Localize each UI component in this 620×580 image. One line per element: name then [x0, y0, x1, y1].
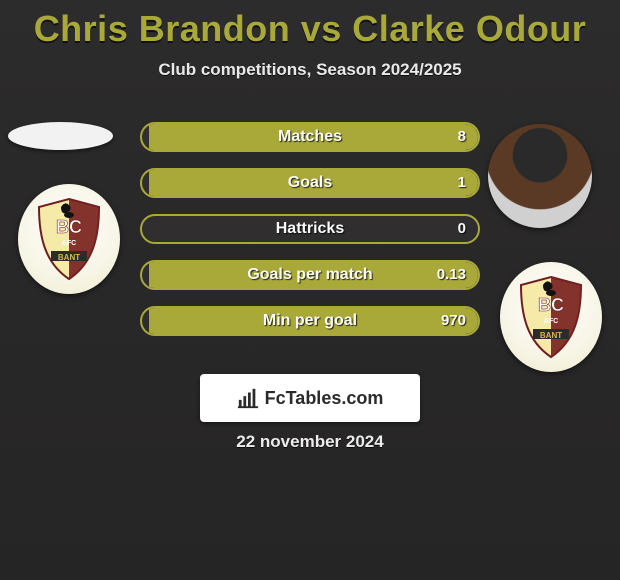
stat-value-right: 0.13	[437, 262, 466, 288]
player-right-avatar	[488, 124, 592, 228]
shield-icon: BANT BC AFC	[33, 197, 105, 281]
svg-text:BC: BC	[56, 217, 82, 237]
stat-label: Hattricks	[142, 216, 478, 242]
stat-label: Matches	[142, 124, 478, 150]
svg-text:BC: BC	[538, 295, 564, 315]
stat-label: Goals	[142, 170, 478, 196]
bar-chart-icon	[237, 387, 259, 409]
stat-value-right: 0	[458, 216, 466, 242]
shield-icon: BANT BC AFC	[515, 275, 587, 359]
comparison-bars: Matches8Goals1Hattricks0Goals per match0…	[140, 122, 480, 352]
stat-row: Hattricks0	[140, 214, 480, 244]
player-right-club-badge: BANT BC AFC	[500, 262, 602, 372]
date-text: 22 november 2024	[0, 432, 620, 452]
brand-text: FcTables.com	[265, 388, 384, 409]
svg-text:BANT: BANT	[58, 253, 80, 262]
subtitle: Club competitions, Season 2024/2025	[0, 60, 620, 80]
stat-value-right: 8	[458, 124, 466, 150]
svg-text:AFC: AFC	[62, 240, 76, 247]
stat-label: Min per goal	[142, 308, 478, 334]
brand-card: FcTables.com	[200, 374, 420, 422]
svg-text:AFC: AFC	[544, 318, 558, 325]
stat-label: Goals per match	[142, 262, 478, 288]
stat-row: Goals per match0.13	[140, 260, 480, 290]
stat-row: Min per goal970	[140, 306, 480, 336]
player-left-club-badge: BANT BC AFC	[18, 184, 120, 294]
svg-text:BANT: BANT	[540, 331, 562, 340]
stat-row: Goals1	[140, 168, 480, 198]
stat-row: Matches8	[140, 122, 480, 152]
stat-value-right: 1	[458, 170, 466, 196]
stat-value-right: 970	[441, 308, 466, 334]
page-title: Chris Brandon vs Clarke Odour	[0, 0, 620, 50]
player-left-avatar-placeholder	[8, 122, 113, 150]
